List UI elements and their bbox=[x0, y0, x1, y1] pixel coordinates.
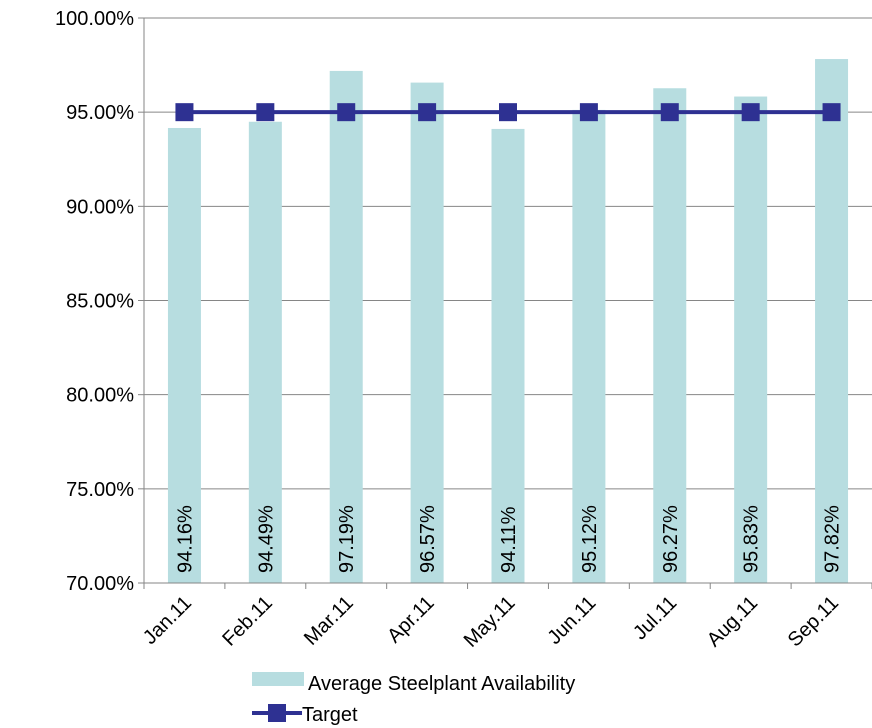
bar-may-11 bbox=[491, 128, 525, 583]
x-tick-label: Jul.11 bbox=[629, 592, 681, 644]
x-tick-label: Jun.11 bbox=[543, 592, 600, 649]
legend-label-target: Target bbox=[302, 704, 358, 726]
bar-data-labels: 94.16% 94.49% 97.19% 96.57% 94.11% 95.12% 96.2… bbox=[174, 505, 843, 573]
x-tick-label: Aug.11 bbox=[703, 592, 762, 651]
bar-feb-11 bbox=[248, 121, 282, 583]
bar-data-label: 97.19% bbox=[336, 505, 358, 573]
target-marker bbox=[256, 103, 275, 122]
x-tick-label: Sep.11 bbox=[784, 592, 843, 651]
x-tick-label: May.11 bbox=[460, 592, 520, 652]
target-marker bbox=[741, 103, 760, 122]
y-tick-label: 80.00% bbox=[66, 385, 134, 407]
y-tick-label: 95.00% bbox=[66, 102, 134, 124]
bar-jul-11 bbox=[653, 88, 687, 583]
bar-aug-11 bbox=[734, 96, 768, 583]
target-marker bbox=[418, 103, 437, 122]
x-axis-tick-labels: Jan.11 Feb.11 Mar.11 Apr.11 May.11 Jun.11 Jul.… bbox=[139, 592, 843, 652]
plot-frame bbox=[138, 17, 872, 589]
bar-data-label: 96.27% bbox=[660, 505, 682, 573]
legend: Average Steelplant Availability Target bbox=[252, 672, 575, 726]
bar-data-label: 97.82% bbox=[822, 505, 844, 573]
bar-data-label: 96.57% bbox=[417, 505, 439, 573]
bar-data-label: 94.16% bbox=[174, 505, 196, 573]
x-tick-label: Apr.11 bbox=[383, 592, 438, 647]
bar-data-label: 94.11% bbox=[498, 506, 520, 573]
y-tick-label: 70.00% bbox=[66, 573, 134, 595]
legend-swatch-availability bbox=[252, 672, 304, 686]
legend-swatch-target-marker bbox=[268, 704, 286, 722]
bar-jan-11 bbox=[167, 127, 201, 583]
target-marker bbox=[822, 103, 841, 122]
y-axis-tick-labels: 70.00% 75.00% 80.00% 85.00% 90.00% 95.00% 100.… bbox=[55, 8, 134, 595]
y-tick-label: 90.00% bbox=[66, 196, 134, 218]
y-tick-label: 75.00% bbox=[66, 479, 134, 501]
target-marker bbox=[175, 103, 194, 122]
bar-sep-11 bbox=[815, 59, 849, 584]
y-tick-label: 85.00% bbox=[66, 291, 134, 313]
target-line-series bbox=[175, 103, 841, 122]
target-marker bbox=[337, 103, 356, 122]
target-marker bbox=[660, 103, 679, 122]
target-marker bbox=[579, 103, 598, 122]
target-marker bbox=[499, 103, 517, 122]
y-tick-label: 100.00% bbox=[55, 8, 134, 30]
bar-mar-11 bbox=[329, 70, 363, 583]
bar-data-label: 95.83% bbox=[741, 505, 763, 573]
x-tick-label: Jan.11 bbox=[139, 592, 196, 649]
bar-jun-11 bbox=[572, 109, 606, 583]
bar-data-label: 94.49% bbox=[255, 505, 277, 573]
x-tick-label: Mar.11 bbox=[300, 592, 358, 650]
x-tick-label: Feb.11 bbox=[218, 592, 277, 651]
bar-series bbox=[167, 59, 849, 584]
bar-apr-11 bbox=[410, 82, 444, 584]
legend-label-availability: Average Steelplant Availability bbox=[308, 673, 575, 695]
bar-data-label: 95.12% bbox=[579, 505, 601, 573]
